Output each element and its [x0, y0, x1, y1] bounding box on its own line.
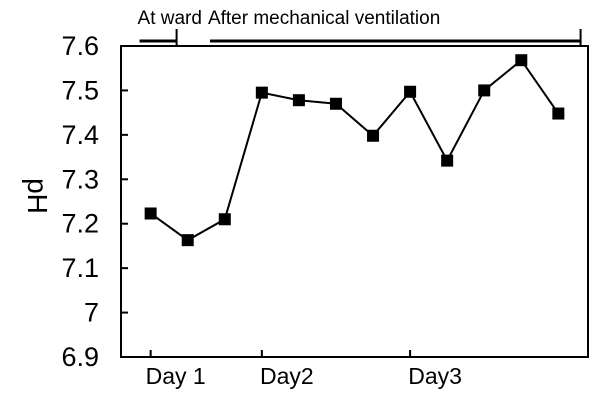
series-line: [150, 58, 560, 242]
y-tick-label: 7: [84, 298, 99, 328]
annotation-label: At ward: [138, 8, 202, 29]
data-point: [515, 54, 528, 67]
data-point: [255, 86, 268, 99]
y-tick-label: 6.9: [61, 342, 99, 372]
data-point: [404, 85, 417, 98]
x-tick-label: Day 1: [146, 363, 206, 389]
plot-frame: [120, 45, 589, 358]
data-point: [292, 94, 305, 107]
y-tick-label: 7.3: [61, 164, 99, 194]
x-tick-label: Day3: [408, 363, 462, 389]
data-point: [552, 107, 565, 120]
y-tick-label: 7.1: [61, 253, 99, 283]
x-tick-label: Day2: [260, 363, 314, 389]
y-tick-label: 7.2: [61, 209, 99, 239]
data-point: [367, 129, 380, 142]
data-point: [144, 207, 157, 220]
data-point: [478, 84, 491, 97]
y-axis-label: pH: [22, 178, 53, 214]
data-point: [329, 97, 342, 110]
y-tick-label: 7.6: [61, 31, 99, 61]
data-point: [441, 154, 454, 167]
y-tick-label: 7.5: [61, 75, 99, 105]
data-point: [218, 213, 231, 226]
annotation-label: After mechanical ventilation: [208, 8, 440, 29]
y-tick-label: 7.4: [61, 120, 99, 150]
plot-area: 7.6 7.5 7.4 7.3 7.2 7.1 7 6.9 pH Day 1 Day2 Day3 At …: [22, 8, 589, 389]
data-point: [181, 234, 194, 247]
